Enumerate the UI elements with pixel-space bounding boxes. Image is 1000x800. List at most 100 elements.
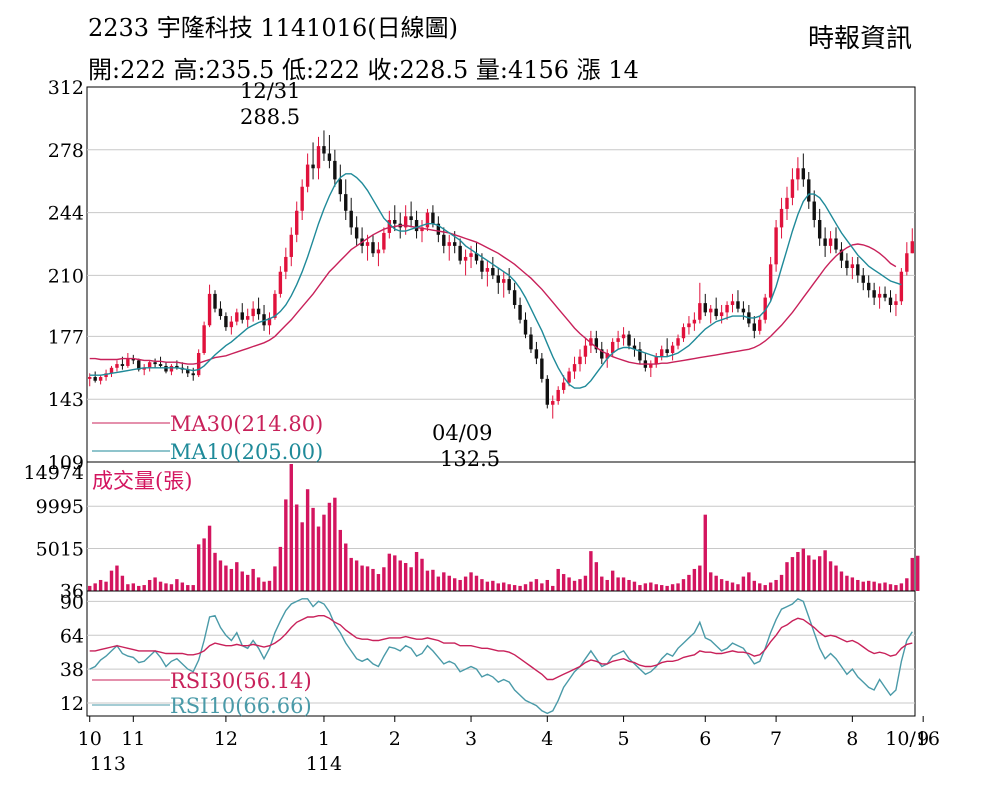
volume-bar (180, 582, 185, 591)
volume-bar (398, 560, 402, 591)
volume-bar (572, 580, 577, 591)
rsi10-line (89, 597, 913, 715)
candle-body (147, 362, 152, 368)
volume-bar (431, 569, 435, 591)
x-tick-label: 10 (78, 728, 102, 750)
volume-bar (213, 552, 217, 591)
volume-bar (529, 581, 533, 591)
volume-bar (828, 561, 833, 591)
volume-bar (240, 571, 244, 591)
volume-bar (856, 579, 860, 591)
candle-body (316, 146, 321, 169)
volume-bar (305, 489, 310, 591)
volume-bar (354, 560, 359, 591)
candle-body (883, 293, 887, 298)
candle-body (289, 234, 293, 257)
volume-bar (523, 584, 528, 591)
volume-bar (452, 578, 457, 591)
candle-body (387, 220, 392, 233)
candle-body (153, 362, 157, 365)
candle-body (654, 356, 658, 365)
volume-bar (164, 583, 168, 591)
volume-bar (256, 577, 261, 591)
candle-body (877, 293, 882, 298)
candle-body (447, 242, 451, 246)
candle-body (545, 378, 550, 405)
candle-body (507, 279, 511, 291)
volume-bar (817, 556, 822, 591)
candle-body (327, 153, 332, 161)
candle-body (730, 301, 735, 305)
candle-body (295, 210, 299, 235)
candle-body (616, 338, 620, 342)
volume-bar (409, 567, 413, 591)
candle-body (267, 317, 272, 326)
x-tick-label: 9 (917, 728, 929, 750)
candle-body (676, 338, 680, 346)
candle-body (856, 264, 860, 276)
volume-bar (747, 572, 751, 591)
volume-bar (610, 570, 615, 591)
candle-body (452, 242, 457, 246)
candle-body (796, 168, 800, 180)
volume-bar (627, 579, 631, 591)
candle-body (703, 303, 707, 313)
volume-bar (474, 575, 479, 591)
price-tick-label: 210 (48, 265, 84, 287)
volume-bar (229, 568, 234, 591)
volume-bar (752, 580, 757, 591)
candle-body (899, 271, 904, 302)
volume-bar (311, 507, 315, 591)
volume-bar (126, 584, 130, 591)
volume-bar (725, 580, 729, 591)
candle-body (572, 364, 577, 372)
volume-bar (147, 579, 152, 591)
candle-body (605, 353, 609, 359)
volume-bar (207, 525, 212, 591)
candle-body (649, 364, 653, 368)
candle-body (278, 271, 283, 294)
candle-body (741, 308, 746, 313)
candle-body (567, 371, 571, 383)
volume-bar (709, 572, 713, 591)
volume-bar (649, 582, 653, 591)
candle-body (610, 341, 615, 354)
volume-bar (692, 568, 697, 591)
candle-body (910, 241, 914, 254)
candle-body (202, 325, 206, 354)
candle-body (333, 160, 337, 180)
candle-body (229, 321, 234, 328)
candle-body (496, 275, 500, 283)
candle-body (698, 303, 702, 320)
candle-body (556, 389, 560, 402)
candle-body (207, 293, 212, 326)
volume-bar (447, 575, 451, 591)
volume-bar (284, 499, 288, 591)
candle-body (414, 220, 419, 232)
candle-body (409, 216, 413, 221)
volume-bar (670, 584, 675, 591)
volume-bar (872, 581, 876, 591)
candle-body (687, 323, 691, 328)
rsi-tick-label: 64 (60, 625, 84, 647)
volume-bar (414, 551, 419, 591)
x-tick-label: 2 (389, 728, 401, 750)
volume-bar (502, 582, 506, 591)
candle-body (850, 264, 855, 269)
candle-body (752, 323, 757, 331)
price-tick-label: 177 (48, 326, 84, 348)
candle-body (714, 308, 718, 317)
rsi-tick-label: 12 (60, 693, 84, 715)
volume-bar (295, 504, 299, 591)
candle-body (158, 364, 163, 366)
candle-body (235, 312, 239, 322)
rsi30-legend: RSI30(56.14) (170, 669, 312, 693)
candle-body (240, 312, 244, 320)
volume-bar (491, 580, 495, 591)
candle-body (305, 164, 310, 187)
candle-body (491, 268, 495, 276)
volume-bar (507, 584, 511, 591)
volume-bar (703, 514, 707, 591)
candle-body (861, 275, 865, 283)
volume-bar (594, 562, 599, 591)
